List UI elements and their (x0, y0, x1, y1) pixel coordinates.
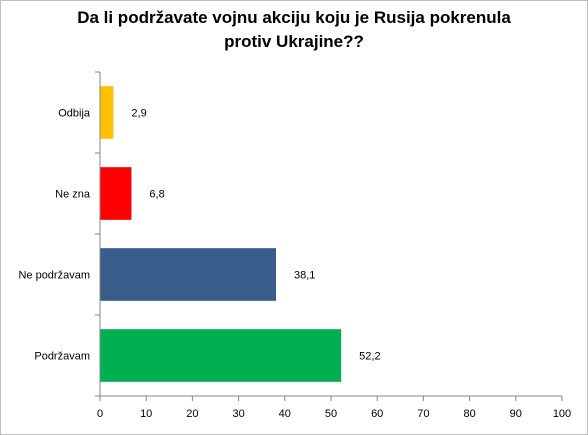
bar-podržavam (100, 329, 342, 382)
x-tick-label: 40 (279, 408, 291, 420)
category-label: Podržavam (34, 351, 90, 363)
x-tick-label: 20 (186, 408, 198, 420)
x-tick-label: 100 (553, 408, 571, 420)
data-label: 38,1 (294, 270, 315, 282)
chart-title-line-1: Da li podržavate vojnu akciju koju je Ru… (77, 8, 511, 27)
chart-title-line-2: protiv Ukrajine?? (224, 32, 364, 51)
x-tick-label: 80 (463, 408, 475, 420)
x-tick-label: 30 (232, 408, 244, 420)
chart-title: Da li podržavate vojnu akciju koju je Ru… (0, 6, 588, 54)
x-tick-label: 60 (371, 408, 383, 420)
x-tick-label: 50 (325, 408, 337, 420)
category-label: Ne podržavam (18, 270, 90, 282)
bar-ne-zna (100, 167, 132, 220)
data-label: 6,8 (149, 189, 164, 201)
x-tick-label: 70 (417, 408, 429, 420)
x-tick-label: 90 (510, 408, 522, 420)
data-label: 52,2 (359, 351, 380, 363)
bar-ne-podržavam (100, 248, 277, 301)
data-label: 2,9 (131, 108, 146, 120)
category-label: Ne zna (55, 189, 91, 201)
x-tick-label: 0 (97, 408, 103, 420)
category-label: Odbija (58, 108, 91, 120)
bar-odbija (100, 86, 114, 139)
x-tick-label: 10 (140, 408, 152, 420)
